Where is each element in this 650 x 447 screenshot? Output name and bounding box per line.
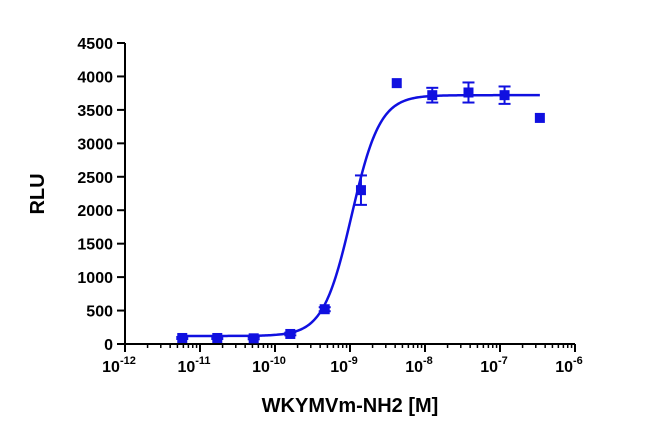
y-tick-label: 1500 bbox=[77, 237, 113, 254]
y-tick-label: 2500 bbox=[77, 170, 113, 187]
x-tick-exponent: -8 bbox=[423, 355, 433, 367]
x-tick-label: 10-7 bbox=[480, 355, 508, 376]
x-tick-exponent: -10 bbox=[270, 355, 286, 367]
data-point bbox=[177, 332, 188, 343]
y-tick-label: 4500 bbox=[77, 36, 113, 53]
data-point bbox=[355, 185, 366, 196]
x-ticks-layer: 10-12 10-11 10-10 10-9 10-8 10-7 10-6 bbox=[102, 344, 583, 376]
x-axis-title: WKYMVm-NH2 [M] bbox=[262, 395, 439, 417]
data-point bbox=[463, 87, 474, 98]
fit-curve-layer bbox=[182, 93, 540, 338]
data-point bbox=[427, 90, 438, 101]
data-point bbox=[534, 112, 545, 123]
y-tick-label: 4000 bbox=[77, 69, 113, 86]
data-point bbox=[285, 328, 296, 339]
y-tick-label: 3000 bbox=[77, 136, 113, 153]
x-tick-base: 10 bbox=[252, 359, 270, 376]
x-tick-base: 10 bbox=[330, 359, 348, 376]
data-point bbox=[212, 332, 223, 343]
x-tick-base: 10 bbox=[405, 359, 423, 376]
fit-curve bbox=[182, 93, 540, 338]
x-tick-exponent: -11 bbox=[195, 355, 210, 367]
y-tick-label: 2000 bbox=[77, 203, 113, 220]
y-ticks-layer: 0 500 1000 1500 2000 2500 3000 3500 4000 4500 bbox=[77, 36, 125, 354]
x-tick-exponent: -9 bbox=[348, 355, 358, 367]
y-tick-label: 1000 bbox=[77, 270, 113, 287]
x-tick-base: 10 bbox=[177, 359, 195, 376]
data-points-layer bbox=[176, 78, 545, 344]
x-tick-base: 10 bbox=[480, 359, 498, 376]
y-tick-label: 500 bbox=[86, 304, 113, 321]
x-tick-label: 10-11 bbox=[177, 355, 210, 376]
x-tick-label: 10-6 bbox=[555, 355, 583, 376]
y-axis-title: RLU bbox=[27, 173, 49, 214]
data-point bbox=[319, 304, 330, 315]
data-point bbox=[499, 90, 510, 101]
y-tick-label: 0 bbox=[104, 337, 113, 354]
data-point bbox=[391, 78, 402, 89]
x-tick-base: 10 bbox=[102, 359, 120, 376]
axes-layer bbox=[124, 43, 575, 345]
x-tick-label: 10-12 bbox=[102, 355, 136, 376]
x-tick-exponent: -12 bbox=[120, 355, 136, 367]
x-tick-exponent: -6 bbox=[573, 355, 583, 367]
x-tick-exponent: -7 bbox=[498, 355, 508, 367]
data-point bbox=[248, 333, 259, 344]
x-tick-label: 10-10 bbox=[252, 355, 286, 376]
y-tick-label: 3500 bbox=[77, 103, 113, 120]
x-tick-label: 10-9 bbox=[330, 355, 358, 376]
x-tick-label: 10-8 bbox=[405, 355, 433, 376]
x-tick-base: 10 bbox=[555, 359, 573, 376]
